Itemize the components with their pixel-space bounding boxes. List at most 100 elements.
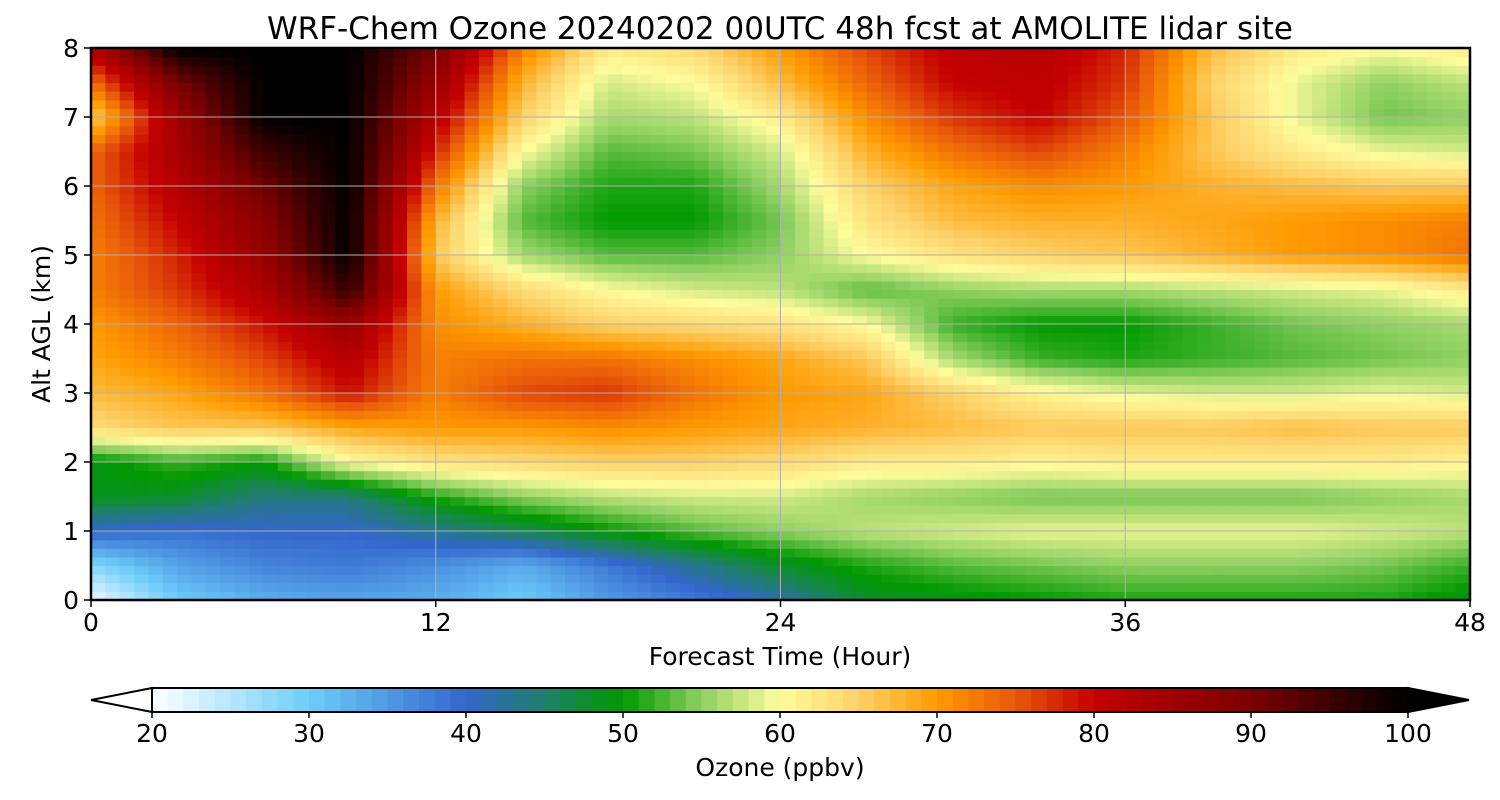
heatmap-cell [622,125,638,135]
heatmap-cell [435,263,451,273]
heatmap-cell [1067,349,1083,360]
heatmap-cell [536,263,552,273]
heatmap-cell [292,462,308,472]
heatmap-cell [292,393,308,403]
heatmap-cell [952,418,968,429]
heatmap-cell [378,539,394,549]
heatmap-cell [608,513,624,523]
heatmap-cell [794,427,810,437]
heatmap-cell [1024,513,1040,523]
heatmap-cell [565,298,580,308]
heatmap-cell [205,229,221,239]
heatmap-cell [335,142,351,153]
heatmap-cell [277,117,293,127]
heatmap-cell [723,427,738,437]
heatmap-cell [162,65,178,75]
heatmap-cell [823,255,839,265]
heatmap-cell [565,280,580,291]
heatmap-cell [665,220,681,230]
heatmap-cell [823,65,839,75]
heatmap-cell [622,513,638,523]
heatmap-cell [536,99,552,109]
heatmap-cell [1082,151,1098,161]
heatmap-cell [464,401,480,411]
heatmap-cell [1125,582,1141,592]
heatmap-cell [105,48,121,58]
heatmap-cell [162,591,178,601]
heatmap-cell [708,539,724,549]
heatmap-cell [450,306,466,316]
heatmap-cell [1197,367,1213,377]
heatmap-cell [694,539,710,549]
heatmap-cell [823,237,839,247]
heatmap-cell [967,73,983,84]
heatmap-cell [823,99,839,109]
heatmap-cell [134,289,150,299]
heatmap-cell [881,168,897,178]
heatmap-cell [320,384,336,394]
heatmap-cell [507,125,523,135]
heatmap-cell [852,280,868,291]
heatmap-cell [335,211,351,222]
heatmap-cell [737,324,753,334]
heatmap-cell [277,582,293,592]
heatmap-cell [1211,556,1227,567]
heatmap-cell [766,505,782,515]
heatmap-cell [450,531,466,541]
heatmap-cell [981,418,997,429]
heatmap-cell [378,255,394,265]
heatmap-cell [1067,315,1083,325]
heatmap-cell [823,91,839,101]
heatmap-cell [1082,134,1098,144]
heatmap-cell [478,582,494,592]
heatmap-cell [292,280,308,291]
heatmap-cell [737,289,753,299]
heatmap-cell [1024,65,1040,75]
heatmap-cell [737,418,753,429]
heatmap-cell [335,220,351,230]
heatmap-cell [952,82,968,92]
heatmap-cell [665,462,681,472]
heatmap-cell [665,298,681,308]
heatmap-cell [938,125,954,135]
heatmap-cell [952,168,968,178]
heatmap-cell [435,410,451,420]
heatmap-cell [162,487,178,498]
heatmap-cell [421,246,437,256]
heatmap-cell [679,470,695,480]
heatmap-cell [421,496,437,506]
heatmap-cell [823,186,839,196]
heatmap-cell [909,324,925,334]
heatmap-cell [852,375,868,385]
heatmap-cell [636,531,652,541]
heatmap-cell [292,306,308,316]
heatmap-cell [191,470,207,480]
heatmap-cell [249,444,264,454]
heatmap-cell [306,134,322,144]
heatmap-cell [177,255,193,265]
heatmap-cell [881,505,897,515]
heatmap-cell [751,375,767,385]
heatmap-cell [708,56,724,66]
heatmap-cell [751,349,767,360]
heatmap-cell [1010,151,1026,161]
heatmap-cell [1024,358,1040,368]
heatmap-cell [694,272,710,282]
heatmap-cell [320,479,336,489]
heatmap-cell [794,237,810,247]
heatmap-cell [852,548,868,558]
heatmap-cell [881,237,897,247]
heatmap-cell [694,582,710,592]
heatmap-cell [1139,315,1155,325]
heatmap-cell [277,410,293,420]
heatmap-cell [651,56,667,66]
heatmap-cell [134,479,150,489]
heatmap-cell [723,289,738,299]
heatmap-cell [794,505,810,515]
heatmap-cell [751,332,767,342]
heatmap-cell [177,470,193,480]
heatmap-cell [924,462,940,472]
heatmap-cell [378,375,394,385]
heatmap-cell [737,436,753,446]
heatmap-cell [220,462,236,472]
